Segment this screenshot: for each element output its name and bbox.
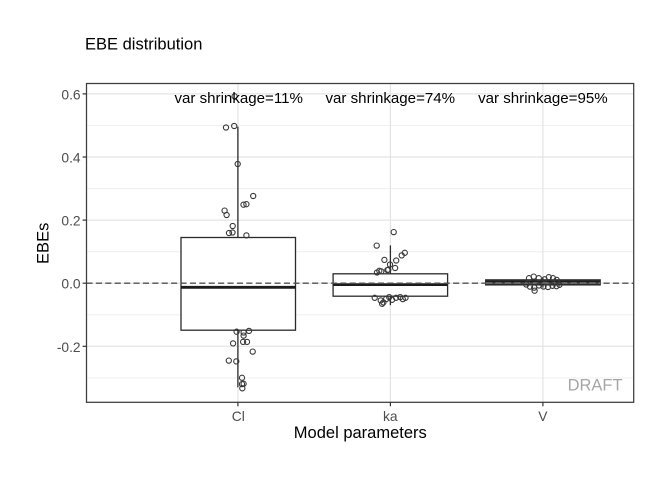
svg-text:var shrinkage=11%: var shrinkage=11%	[174, 90, 303, 107]
svg-text:var shrinkage=74%: var shrinkage=74%	[325, 90, 455, 107]
svg-text:ka: ka	[383, 409, 398, 424]
svg-text:Model parameters: Model parameters	[294, 424, 427, 442]
svg-text:-0.2: -0.2	[57, 340, 81, 355]
svg-text:EBE distribution: EBE distribution	[85, 35, 202, 53]
svg-text:V: V	[538, 409, 548, 424]
svg-text:DRAFT: DRAFT	[568, 377, 623, 395]
svg-text:var shrinkage=95%: var shrinkage=95%	[478, 90, 608, 107]
svg-text:Cl: Cl	[232, 409, 245, 424]
svg-text:0.0: 0.0	[61, 277, 81, 292]
svg-text:0.4: 0.4	[61, 151, 81, 166]
svg-text:0.6: 0.6	[61, 87, 81, 102]
svg-text:0.2: 0.2	[61, 214, 80, 229]
svg-text:EBEs: EBEs	[35, 223, 53, 264]
